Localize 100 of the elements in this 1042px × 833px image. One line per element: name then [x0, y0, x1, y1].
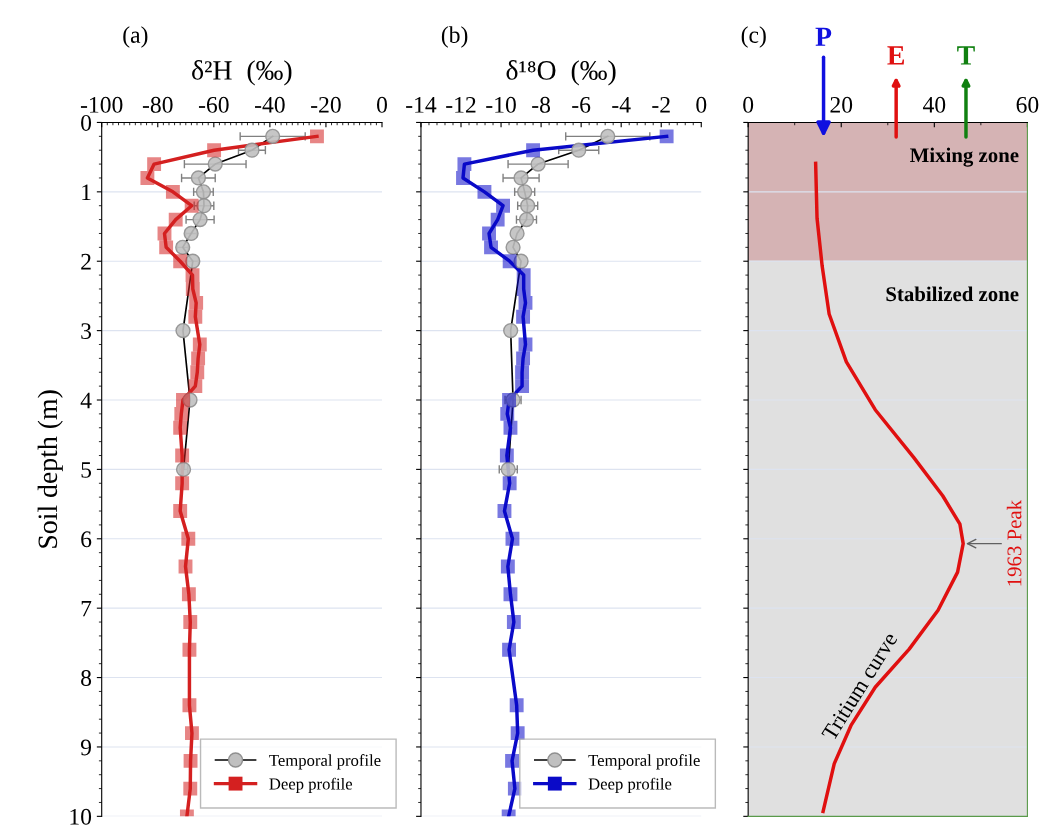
band-label: Mixing zone	[910, 147, 1019, 167]
point	[503, 420, 518, 435]
point	[509, 698, 524, 713]
x-tick-label: -14	[406, 96, 437, 113]
text: P	[815, 27, 832, 46]
point	[181, 587, 196, 602]
point	[482, 226, 496, 241]
y-tick-label: 0	[81, 114, 92, 131]
point	[516, 351, 531, 366]
point	[497, 504, 512, 518]
point	[518, 337, 533, 352]
y-tick-label: 4	[80, 392, 92, 409]
x-tick-label: -20	[311, 96, 341, 113]
x-tick-label: 60	[1016, 96, 1039, 113]
x-tick-label: -8	[532, 96, 551, 113]
legend-label: Temporal profile	[588, 754, 700, 770]
point	[516, 309, 531, 324]
text: (b)	[441, 26, 468, 48]
x-tick-label: -2	[652, 96, 670, 113]
point	[207, 143, 222, 158]
point	[183, 615, 198, 629]
point	[181, 531, 196, 546]
point	[173, 504, 188, 518]
point	[189, 295, 204, 310]
text: E	[887, 46, 904, 65]
point	[185, 268, 200, 283]
point	[176, 393, 190, 407]
x-axis-title: δ¹⁸O (‰)	[506, 60, 616, 86]
point	[502, 254, 517, 269]
point	[174, 406, 189, 421]
y-tick-label: 8	[81, 670, 92, 686]
text: (a)	[123, 26, 148, 48]
point	[192, 337, 207, 352]
point	[499, 448, 514, 463]
point	[502, 642, 517, 657]
x-tick-label: 20	[830, 96, 853, 113]
x-tick-label: -40	[255, 96, 285, 113]
point	[188, 379, 203, 394]
point	[183, 781, 198, 796]
point	[182, 698, 197, 713]
x-axis-title: δ²H (‰)	[192, 60, 292, 86]
point	[477, 184, 492, 199]
point	[147, 157, 162, 172]
point	[505, 753, 520, 768]
point	[510, 726, 525, 741]
point	[157, 226, 172, 241]
point	[159, 240, 174, 255]
point	[496, 198, 510, 213]
point	[185, 726, 199, 741]
point	[659, 129, 674, 144]
point	[516, 268, 531, 283]
x-tick-label: -60	[198, 96, 229, 113]
point	[140, 171, 155, 185]
point	[165, 184, 180, 199]
point	[516, 282, 531, 296]
point	[484, 240, 498, 255]
y-tick-label: 3	[81, 323, 92, 340]
y-tick-label: 9	[80, 739, 92, 756]
legend-label: Deep profile	[269, 777, 353, 794]
y-tick-label: 5	[81, 462, 92, 478]
point	[173, 420, 188, 435]
point	[173, 254, 188, 269]
point	[526, 143, 541, 158]
point	[182, 642, 197, 657]
point	[500, 406, 515, 421]
point	[190, 365, 205, 380]
x-tick-label: 0	[696, 96, 707, 113]
text: T	[957, 46, 975, 65]
x-tick-label: -100	[80, 96, 123, 113]
point	[506, 615, 521, 629]
y-tick-label: 6	[81, 531, 92, 548]
point	[500, 559, 515, 574]
point	[502, 393, 517, 407]
y-tick-label: 2	[81, 253, 91, 270]
point	[184, 198, 199, 213]
point	[191, 351, 206, 366]
point	[183, 753, 198, 768]
x-tick-label: -12	[446, 96, 476, 113]
point	[310, 129, 324, 144]
legend-label: Deep profile	[588, 777, 672, 794]
y-tick-label: 10	[70, 808, 92, 825]
point	[188, 309, 203, 324]
point	[505, 531, 520, 546]
point	[502, 476, 517, 491]
legend-label: Temporal profile	[269, 754, 381, 770]
x-tick-label: -10	[486, 96, 516, 113]
band-label: Stabilized zone	[886, 286, 1019, 302]
point	[503, 587, 518, 602]
point	[185, 282, 200, 296]
x-tick-label: -80	[142, 96, 173, 113]
y-tick-label: 7	[81, 600, 92, 617]
point	[168, 212, 183, 227]
point	[175, 448, 190, 463]
x-tick-label: -6	[572, 96, 591, 113]
x-tick-label: 0	[743, 96, 754, 113]
point	[457, 157, 472, 172]
x-tick-label: 40	[922, 96, 946, 113]
x-tick-label: -4	[612, 97, 631, 113]
point	[518, 295, 533, 310]
annotation: 1963 Peak	[1006, 499, 1022, 586]
